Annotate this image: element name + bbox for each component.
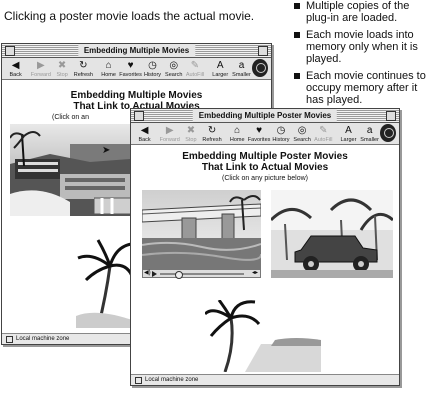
toolbar-button-back[interactable]: ◀ Back bbox=[134, 124, 155, 143]
toolbar-button-label: Larger bbox=[340, 137, 357, 143]
autofill-icon: ✎ bbox=[319, 125, 328, 136]
toolbar-button-label: Smaller bbox=[360, 137, 379, 143]
internet-explorer-logo-icon bbox=[380, 124, 397, 142]
toolbar-button-label: Smaller bbox=[232, 72, 251, 78]
browser-toolbar: ◀ Back ▶ Forward ✖ Stop ↻ Refresh ⌂ Home ♥ Favorite… bbox=[131, 123, 399, 145]
toolbar-button-history[interactable]: ◷ History bbox=[270, 124, 291, 143]
toolbar-button-home[interactable]: ⌂ Home bbox=[227, 124, 248, 143]
palm-poster-movie-back[interactable] bbox=[76, 236, 132, 328]
speaker-icon[interactable]: ◀) bbox=[144, 270, 151, 276]
forward-arrow-icon: ▶ bbox=[165, 125, 174, 136]
toolbar-button-label: History bbox=[143, 72, 162, 78]
smaller-text-icon: a bbox=[238, 60, 245, 71]
internet-explorer-logo-icon bbox=[252, 59, 269, 77]
pointer-cursor-icon: ➤ bbox=[102, 145, 111, 156]
history-icon: ◷ bbox=[148, 60, 157, 71]
toolbar-button-favorites[interactable]: ♥ Favorites bbox=[119, 59, 142, 78]
palm-poster-movie[interactable] bbox=[205, 300, 321, 372]
browser-toolbar: ◀ Back ▶ Forward ✖ Stop ↻ Refresh ⌂ Home ♥ Favorite… bbox=[2, 58, 271, 80]
window-title: Embedding Multiple Movies bbox=[77, 44, 196, 57]
toolbar-button-label: Stop bbox=[185, 137, 197, 143]
close-box-icon[interactable] bbox=[5, 46, 15, 56]
back-arrow-icon: ◀ bbox=[140, 125, 149, 136]
toolbar-button-label: Favorites bbox=[119, 72, 142, 78]
zoom-box-icon[interactable] bbox=[386, 111, 396, 121]
progress-track[interactable] bbox=[160, 271, 244, 279]
toolbar-button-label: Refresh bbox=[73, 72, 93, 78]
toolbar-button-label: Home bbox=[229, 137, 245, 143]
toolbar-button-label: Larger bbox=[212, 72, 229, 78]
step-icon[interactable]: ◂▸ bbox=[251, 270, 258, 276]
caption: Clicking a poster movie loads the actual… bbox=[4, 9, 255, 23]
search-icon: ◎ bbox=[169, 60, 179, 71]
refresh-icon: ↻ bbox=[79, 60, 88, 71]
toolbar-button-search[interactable]: ◎ Search bbox=[292, 124, 313, 143]
larger-text-icon: A bbox=[216, 60, 224, 71]
progress-knob[interactable] bbox=[175, 271, 184, 279]
toolbar-button-label: Home bbox=[101, 72, 116, 78]
car-poster-movie[interactable] bbox=[271, 190, 393, 278]
larger-text-icon: A bbox=[345, 125, 352, 136]
title-bar[interactable]: Embedding Multiple Poster Movies bbox=[131, 109, 399, 123]
bullet-item: Each movie continues to occupy memory af… bbox=[292, 70, 426, 106]
back-arrow-icon: ◀ bbox=[11, 60, 20, 71]
refresh-icon: ↻ bbox=[207, 125, 217, 136]
toolbar-button-label: Search bbox=[293, 137, 311, 143]
toolbar-button-autofill[interactable]: ✎ AutoFill bbox=[184, 59, 205, 78]
toolbar-button-label: History bbox=[272, 137, 290, 143]
page-title: Embedding Multiple Poster Movies That Li… bbox=[182, 151, 348, 173]
toolbar-button-favorites[interactable]: ♥ Favorites bbox=[248, 124, 271, 143]
toolbar-button-autofill[interactable]: ✎ AutoFill bbox=[313, 124, 334, 143]
autofill-icon: ✎ bbox=[190, 60, 200, 71]
home-icon: ⌂ bbox=[105, 60, 112, 71]
toolbar-button-label: Back bbox=[9, 72, 22, 78]
bullet-item: Multiple copies of the plug-in are loade… bbox=[292, 0, 426, 24]
toolbar-button-search[interactable]: ◎ Search bbox=[163, 59, 184, 78]
movie-controller[interactable]: ◀) ◂▸ bbox=[142, 269, 261, 279]
close-box-icon[interactable] bbox=[134, 111, 144, 121]
toolbar-button-label: Favorites bbox=[247, 137, 271, 143]
bullet-item: Each movie loads into memory only when i… bbox=[292, 29, 426, 65]
search-icon: ◎ bbox=[297, 125, 307, 136]
page-title: Embedding Multiple Movies That Link to A… bbox=[70, 90, 203, 112]
history-icon: ◷ bbox=[276, 125, 286, 136]
toolbar-button-label: Stop bbox=[56, 72, 68, 78]
page-instruction: (Click on any picture below) bbox=[222, 175, 308, 182]
toolbar-button-refresh[interactable]: ↻ Refresh bbox=[73, 59, 94, 78]
favorites-icon: ♥ bbox=[256, 125, 263, 136]
toolbar-button-forward[interactable]: ▶ Forward bbox=[30, 59, 51, 78]
title-bar[interactable]: Embedding Multiple Movies bbox=[2, 44, 271, 58]
favorites-icon: ♥ bbox=[127, 60, 134, 71]
forward-arrow-icon: ▶ bbox=[37, 60, 45, 71]
bridge-movie[interactable] bbox=[142, 190, 261, 269]
stop-icon: ✖ bbox=[57, 60, 67, 71]
toolbar-button-smaller[interactable]: a Smaller bbox=[231, 59, 252, 78]
toolbar-button-larger[interactable]: A Larger bbox=[338, 124, 359, 143]
toolbar-button-forward[interactable]: ▶ Forward bbox=[159, 124, 180, 143]
toolbar-button-label: AutoFill bbox=[314, 137, 333, 143]
toolbar-button-smaller[interactable]: a Smaller bbox=[359, 124, 380, 143]
toolbar-button-refresh[interactable]: ↻ Refresh bbox=[201, 124, 222, 143]
window-title: Embedding Multiple Poster Movies bbox=[192, 109, 338, 122]
stop-icon: ✖ bbox=[186, 125, 196, 136]
toolbar-button-stop[interactable]: ✖ Stop bbox=[52, 59, 73, 78]
toolbar-button-stop[interactable]: ✖ Stop bbox=[180, 124, 201, 143]
toolbar-button-larger[interactable]: A Larger bbox=[210, 59, 231, 78]
toolbar-button-history[interactable]: ◷ History bbox=[142, 59, 163, 78]
status-bar: Local machine zone bbox=[131, 374, 399, 385]
toolbar-button-label: AutoFill bbox=[185, 72, 205, 78]
toolbar-button-label: Search bbox=[165, 72, 183, 78]
zoom-box-icon[interactable] bbox=[258, 46, 268, 56]
toolbar-button-home[interactable]: ⌂ Home bbox=[98, 59, 119, 78]
toolbar-button-back[interactable]: ◀ Back bbox=[5, 59, 26, 78]
smaller-text-icon: a bbox=[366, 125, 373, 136]
toolbar-button-label: Refresh bbox=[202, 137, 222, 143]
home-icon: ⌂ bbox=[234, 125, 241, 136]
page-instruction: (Click on an bbox=[52, 114, 89, 121]
toolbar-button-label: Forward bbox=[159, 137, 180, 143]
play-icon[interactable] bbox=[152, 271, 157, 277]
toolbar-button-label: Back bbox=[138, 137, 151, 143]
toolbar-button-label: Forward bbox=[30, 72, 51, 78]
bullet-list: Multiple copies of the plug-in are loade… bbox=[292, 0, 426, 111]
